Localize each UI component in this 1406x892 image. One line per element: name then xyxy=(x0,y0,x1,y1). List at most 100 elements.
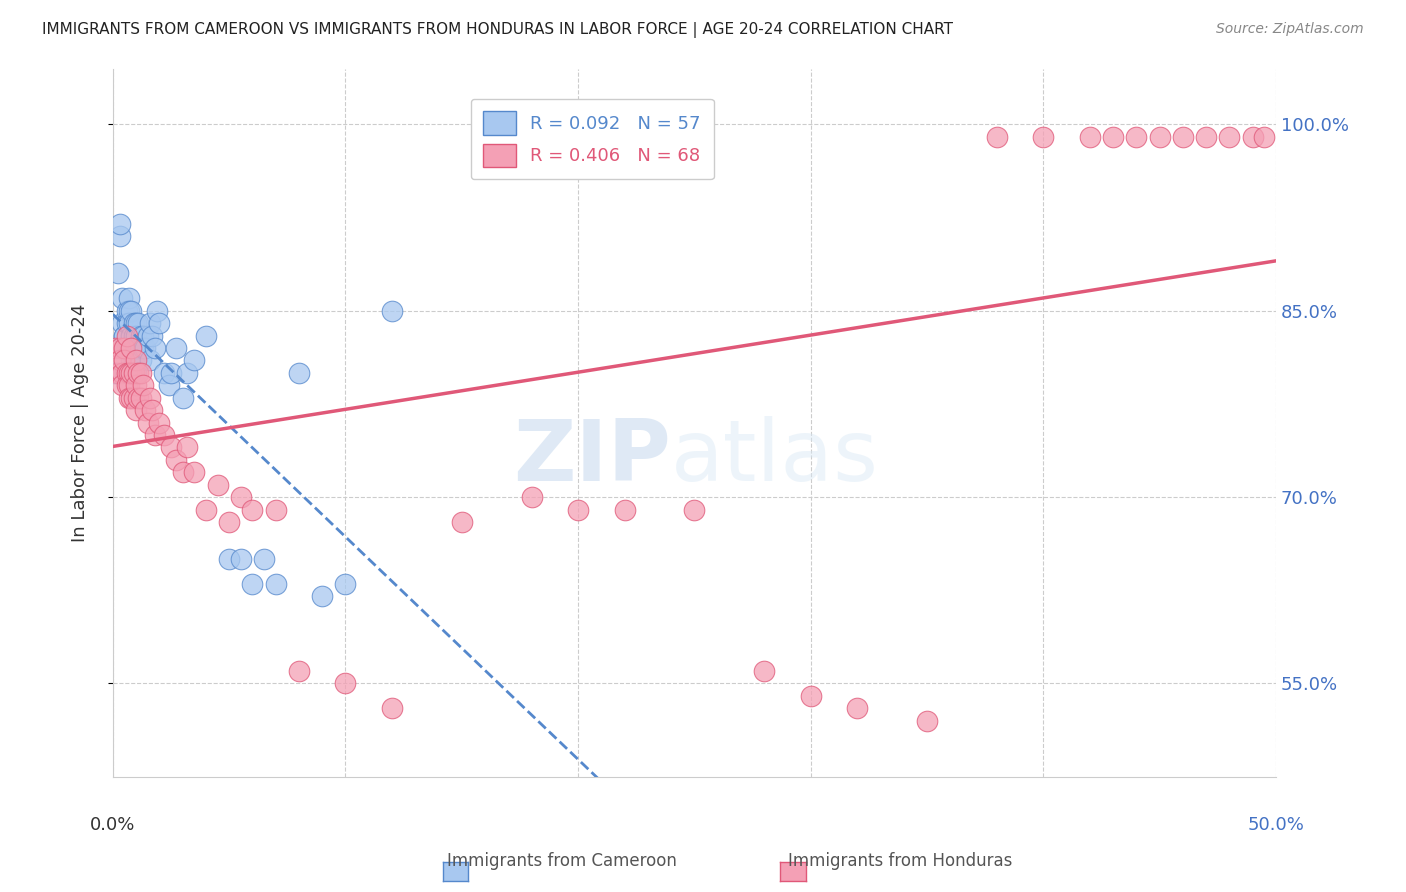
Point xyxy=(104,366,127,380)
Point xyxy=(1195,129,1218,144)
Point xyxy=(120,303,142,318)
Point xyxy=(264,577,287,591)
Point xyxy=(134,403,156,417)
Point xyxy=(118,303,141,318)
Point xyxy=(381,701,404,715)
Point xyxy=(264,502,287,516)
Point xyxy=(118,316,141,330)
Point xyxy=(136,328,159,343)
Point xyxy=(120,391,142,405)
Point xyxy=(683,502,706,516)
Point xyxy=(115,378,138,392)
Point xyxy=(115,316,138,330)
Point xyxy=(1032,129,1054,144)
Text: 50.0%: 50.0% xyxy=(1247,815,1305,833)
Text: atlas: atlas xyxy=(671,417,879,500)
Point xyxy=(194,328,217,343)
Point xyxy=(165,341,187,355)
Point xyxy=(288,664,311,678)
Point xyxy=(846,701,869,715)
Text: Immigrants from Cameroon: Immigrants from Cameroon xyxy=(447,852,678,870)
Point xyxy=(139,353,162,368)
Y-axis label: In Labor Force | Age 20-24: In Labor Force | Age 20-24 xyxy=(72,303,89,541)
Point xyxy=(125,341,148,355)
Point xyxy=(111,316,134,330)
Text: Immigrants from Honduras: Immigrants from Honduras xyxy=(787,852,1012,870)
Point xyxy=(120,328,142,343)
Point xyxy=(800,689,823,703)
Point xyxy=(107,267,129,281)
Point xyxy=(107,366,129,380)
Point xyxy=(172,391,194,405)
Point xyxy=(127,366,149,380)
Point xyxy=(122,391,145,405)
Point xyxy=(108,353,131,368)
Point xyxy=(335,676,357,690)
Point xyxy=(176,441,198,455)
Point xyxy=(381,303,404,318)
Point xyxy=(114,341,136,355)
Point xyxy=(183,465,205,479)
Point xyxy=(1149,129,1171,144)
Point xyxy=(118,391,141,405)
Point xyxy=(125,353,148,368)
Point xyxy=(125,316,148,330)
Point xyxy=(207,477,229,491)
Point xyxy=(125,378,148,392)
Point xyxy=(118,291,141,305)
Point xyxy=(114,328,136,343)
Point xyxy=(183,353,205,368)
Point xyxy=(143,341,166,355)
Point xyxy=(1078,129,1101,144)
Point xyxy=(148,416,170,430)
Point xyxy=(141,403,163,417)
Point xyxy=(129,328,152,343)
Point xyxy=(311,590,333,604)
Point xyxy=(218,515,240,529)
Point xyxy=(754,664,776,678)
Point xyxy=(104,341,127,355)
Point xyxy=(118,341,141,355)
Point xyxy=(118,366,141,380)
Point xyxy=(120,353,142,368)
Point xyxy=(143,428,166,442)
Point xyxy=(111,366,134,380)
Point xyxy=(125,403,148,417)
Point xyxy=(288,366,311,380)
Point xyxy=(986,129,1008,144)
Point xyxy=(127,341,149,355)
Point xyxy=(115,303,138,318)
Text: ZIP: ZIP xyxy=(513,417,671,500)
Point xyxy=(176,366,198,380)
Point xyxy=(165,453,187,467)
Point xyxy=(132,328,155,343)
Point xyxy=(194,502,217,516)
Point xyxy=(129,366,152,380)
Point xyxy=(1253,129,1275,144)
Point xyxy=(1218,129,1240,144)
Point xyxy=(229,552,252,566)
Point xyxy=(172,465,194,479)
Point xyxy=(114,341,136,355)
Point xyxy=(122,353,145,368)
Point xyxy=(122,366,145,380)
Point xyxy=(132,341,155,355)
Point xyxy=(567,502,589,516)
Point xyxy=(111,291,134,305)
Point xyxy=(134,341,156,355)
Point xyxy=(108,217,131,231)
Point xyxy=(127,316,149,330)
Point xyxy=(1171,129,1194,144)
Text: IMMIGRANTS FROM CAMEROON VS IMMIGRANTS FROM HONDURAS IN LABOR FORCE | AGE 20-24 : IMMIGRANTS FROM CAMEROON VS IMMIGRANTS F… xyxy=(42,22,953,38)
Point xyxy=(146,303,169,318)
Point xyxy=(115,366,138,380)
Point xyxy=(122,316,145,330)
Legend: R = 0.092   N = 57, R = 0.406   N = 68: R = 0.092 N = 57, R = 0.406 N = 68 xyxy=(471,99,713,179)
Point xyxy=(141,328,163,343)
Point xyxy=(115,341,138,355)
Point xyxy=(114,328,136,343)
Point xyxy=(253,552,276,566)
Point xyxy=(157,378,180,392)
Point xyxy=(242,502,264,516)
Text: 0.0%: 0.0% xyxy=(90,815,135,833)
